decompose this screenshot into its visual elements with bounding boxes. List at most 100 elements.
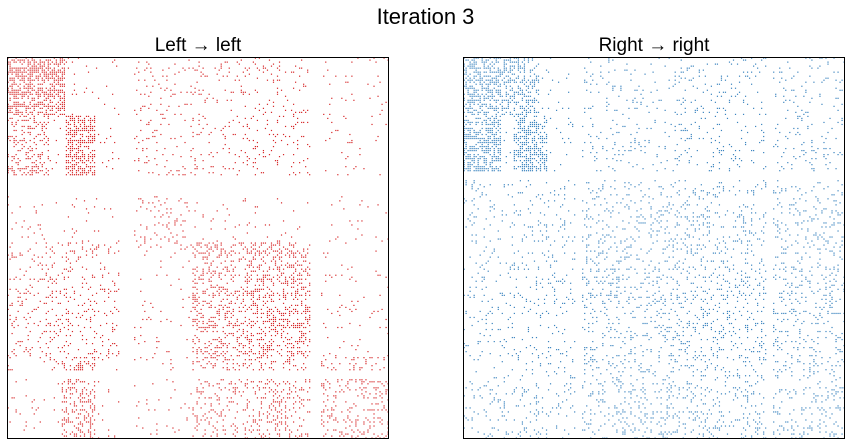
heatmap-dot xyxy=(266,383,269,385)
heatmap-dot xyxy=(196,353,198,355)
heatmap-dot xyxy=(252,345,254,347)
heatmap-dot xyxy=(25,93,27,95)
heatmap-dot xyxy=(232,387,234,389)
heatmap-dot xyxy=(27,65,29,67)
heatmap-dot xyxy=(79,330,82,333)
heatmap-dot xyxy=(837,71,839,73)
heatmap-dot xyxy=(79,357,82,359)
heatmap-dot xyxy=(69,270,72,272)
heatmap-dot xyxy=(91,252,94,254)
heatmap-dot xyxy=(192,294,194,296)
heatmap-dot xyxy=(140,107,142,109)
heatmap-dot xyxy=(284,306,287,309)
heatmap-dot xyxy=(69,322,72,325)
heatmap-dot xyxy=(33,399,35,401)
heatmap-dot xyxy=(95,246,98,248)
heatmap-dot xyxy=(220,65,222,67)
heatmap-dot xyxy=(69,127,72,130)
heatmap-dot xyxy=(236,75,238,77)
heatmap-dot xyxy=(87,413,90,415)
heatmap-dot xyxy=(35,166,37,168)
heatmap-dot xyxy=(535,89,538,91)
heatmap-dot xyxy=(21,129,23,132)
heatmap-dot xyxy=(206,272,208,274)
heatmap-dot xyxy=(85,145,88,148)
heatmap-dot xyxy=(200,393,202,395)
heatmap-dot xyxy=(236,318,238,321)
heatmap-dot xyxy=(65,121,68,124)
heatmap-dot xyxy=(475,75,477,77)
heatmap-dot xyxy=(529,81,532,83)
heatmap-dot xyxy=(481,79,483,81)
heatmap-dot xyxy=(47,107,49,109)
heatmap-dot xyxy=(608,103,610,105)
heatmap-dot xyxy=(45,75,47,77)
heatmap-dot xyxy=(307,274,309,276)
heatmap-dot xyxy=(204,252,206,254)
heatmap-dot xyxy=(210,284,212,286)
heatmap-dot xyxy=(361,383,363,385)
heatmap-dot xyxy=(45,318,47,321)
heatmap-dot xyxy=(819,57,821,59)
heatmap-dot xyxy=(503,63,505,65)
heatmap-dot xyxy=(69,387,72,389)
heatmap-dot xyxy=(821,57,823,59)
heatmap-dot xyxy=(93,310,96,313)
heatmap-dot xyxy=(61,383,63,385)
heatmap-dot xyxy=(841,79,843,81)
heatmap-dot xyxy=(178,200,180,202)
heatmap-dot xyxy=(282,314,285,317)
heatmap-dot xyxy=(108,338,110,341)
heatmap-dot xyxy=(373,387,375,389)
heatmap-dot xyxy=(270,111,273,113)
heatmap-dot xyxy=(290,278,293,280)
heatmap-dot xyxy=(142,318,144,321)
heatmap-dot xyxy=(276,250,279,252)
heatmap-dot xyxy=(11,89,13,91)
heatmap-dot xyxy=(27,322,29,325)
heatmap-dot xyxy=(114,284,116,286)
heatmap-dot xyxy=(230,250,232,252)
heatmap-dot xyxy=(501,113,503,115)
heatmap-dot xyxy=(158,340,160,343)
heatmap-dot xyxy=(264,242,267,244)
heatmap-dot xyxy=(509,97,511,99)
heatmap-dot xyxy=(196,244,198,246)
heatmap-dot xyxy=(69,131,72,134)
heatmap-dot xyxy=(329,83,331,85)
heatmap-dot xyxy=(71,268,74,270)
heatmap-dot xyxy=(57,109,59,111)
heatmap-dot xyxy=(75,133,78,136)
heatmap-dot xyxy=(91,166,94,168)
heatmap-dot xyxy=(258,433,261,435)
heatmap-dot xyxy=(347,381,349,383)
heatmap-dot xyxy=(242,322,244,325)
heatmap-dot xyxy=(827,63,829,65)
heatmap-dot xyxy=(71,147,74,150)
heatmap-dot xyxy=(91,129,94,132)
heatmap-dot xyxy=(240,242,242,244)
heatmap-dot xyxy=(331,121,333,124)
heatmap-dot xyxy=(278,345,281,347)
heatmap-dot xyxy=(282,133,285,136)
heatmap-dot xyxy=(206,357,208,359)
heatmap-dot xyxy=(15,83,17,85)
heatmap-dot xyxy=(242,292,244,294)
heatmap-dot xyxy=(373,397,375,399)
heatmap-dot xyxy=(15,276,17,278)
heatmap-dot xyxy=(7,135,9,138)
heatmap-dot xyxy=(789,67,791,69)
heatmap-dot xyxy=(198,242,200,244)
heatmap-dot xyxy=(9,105,11,107)
heatmap-dot xyxy=(301,304,303,306)
heatmap-dot xyxy=(89,123,92,126)
heatmap-dot xyxy=(228,320,230,323)
heatmap-dot xyxy=(680,67,682,69)
heatmap-dot xyxy=(630,73,632,75)
heatmap-dot xyxy=(238,121,240,124)
heatmap-dot xyxy=(781,71,783,73)
heatmap-dot xyxy=(497,75,499,77)
heatmap-dot xyxy=(95,254,98,256)
heatmap-dot xyxy=(19,340,21,343)
heatmap-dot xyxy=(11,67,13,69)
